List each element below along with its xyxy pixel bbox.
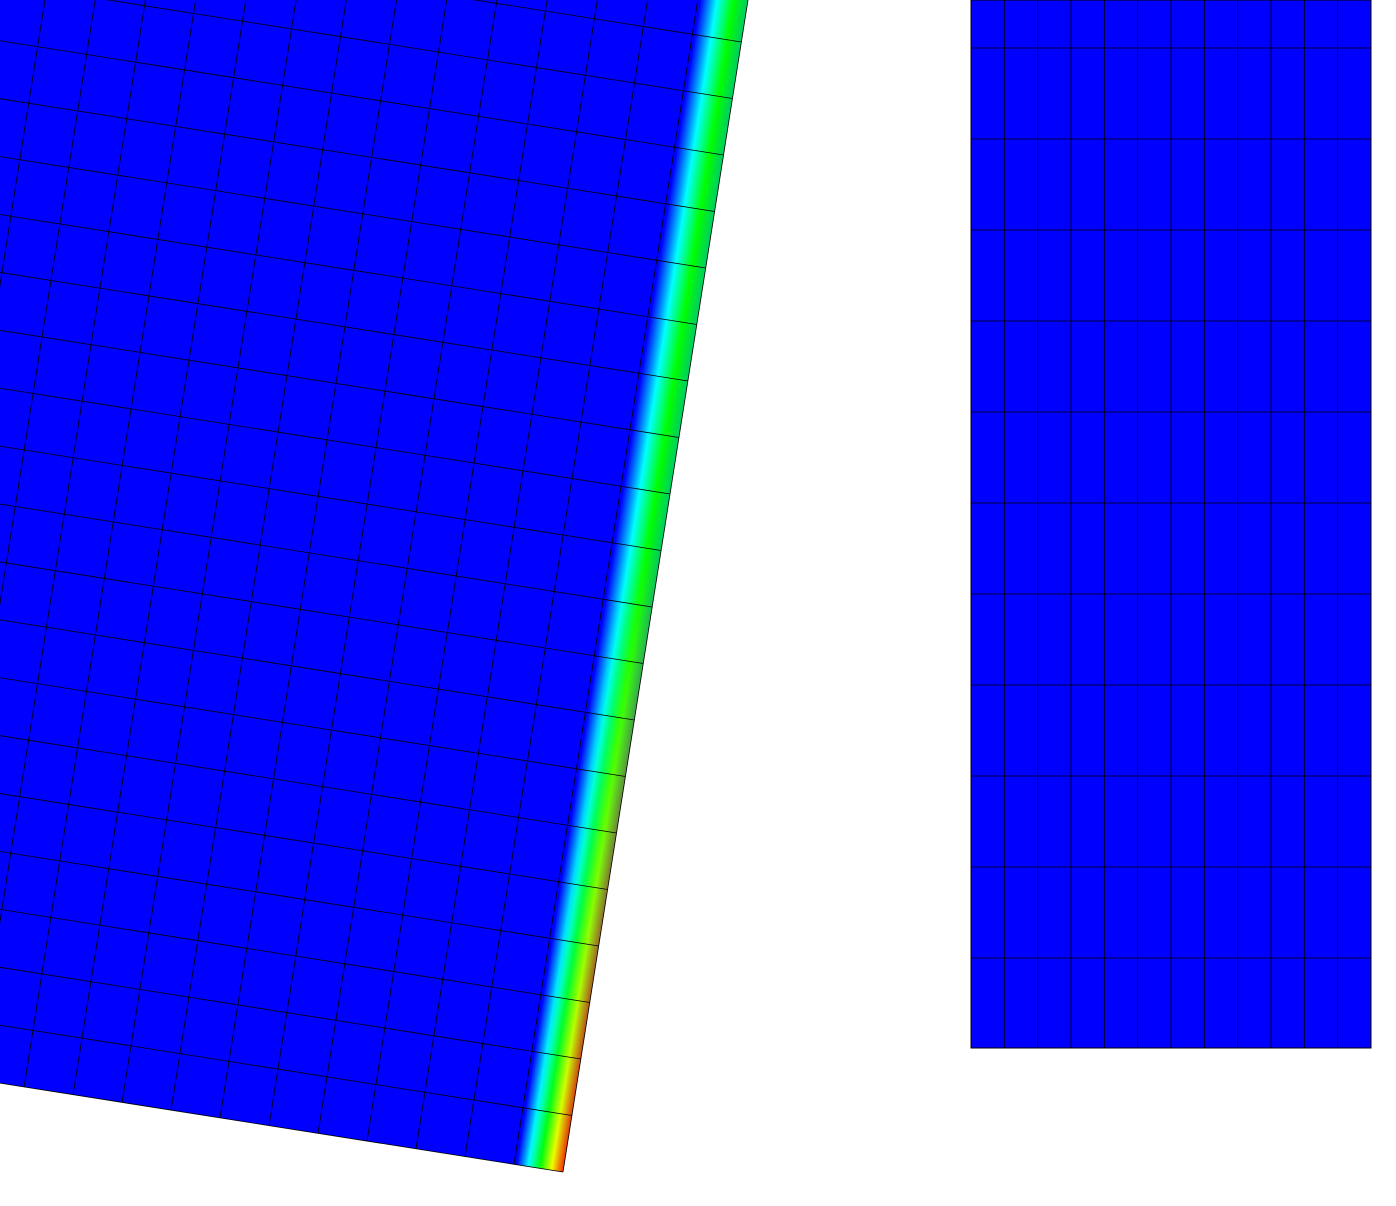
mesh-line-v (0, 619, 635, 721)
mesh-line-v (0, 677, 626, 777)
deformed-mesh (0, 0, 749, 1173)
deformed-mesh-fill (0, 0, 749, 1172)
mesh-line-v (0, 909, 590, 1003)
reference-mesh (970, 0, 1372, 1049)
mesh-line-v (0, 1082, 564, 1173)
mesh-line-v (0, 40, 724, 156)
mesh-line-v (105, 0, 733, 99)
mesh-line-v (0, 735, 617, 834)
mesh-line-v (0, 387, 671, 495)
mesh-line-v (472, 0, 742, 43)
mesh-line-v (0, 98, 715, 212)
mesh-line-v (0, 851, 599, 947)
mesh-line-v (0, 503, 653, 608)
mesh-line-v (0, 1024, 572, 1116)
mesh-line-v (0, 329, 680, 438)
mesh-line-v (0, 272, 688, 382)
mesh-line-v (0, 214, 697, 325)
mesh-line-v (0, 793, 608, 890)
boundary-strip-lower (516, 0, 749, 1172)
mesh-line-v (0, 561, 644, 664)
mesh-line-v (0, 966, 581, 1060)
mesh-line-v (0, 156, 706, 269)
mesh-line-v (0, 445, 662, 551)
